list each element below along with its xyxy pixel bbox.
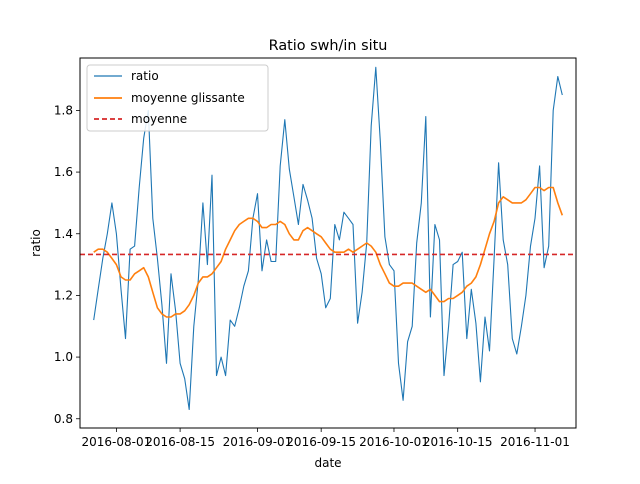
x-tick-label: 2016-10-15 xyxy=(423,435,493,449)
x-tick-label: 2016-11-01 xyxy=(500,435,570,449)
y-tick-label: 1.2 xyxy=(54,288,73,302)
x-tick-label: 2016-08-01 xyxy=(82,435,152,449)
y-tick-label: 1.4 xyxy=(54,227,73,241)
y-tick-label: 1.8 xyxy=(54,103,73,117)
legend-box xyxy=(86,64,269,132)
x-tick-label: 2016-09-01 xyxy=(223,435,293,449)
x-axis-label: date xyxy=(314,456,341,470)
y-tick-label: 0.8 xyxy=(54,412,73,426)
axes-frame xyxy=(79,57,577,429)
plot-layer xyxy=(80,66,576,411)
legend-ratio-label: ratio xyxy=(131,69,159,83)
x-tick-label: 2016-09-15 xyxy=(286,435,356,449)
y-tick-label: 1.6 xyxy=(54,165,73,179)
chart-title: Ratio swh/in situ xyxy=(269,38,388,54)
x-tick-label: 2016-08-15 xyxy=(145,435,215,449)
y-axis-label: ratio xyxy=(29,229,43,257)
y-axis: 0.8 1.0 1.2 1.4 1.6 1.8 xyxy=(54,103,80,426)
legend-mean-label: moyenne xyxy=(131,112,187,126)
series-ratio-line xyxy=(93,66,563,411)
legend-moving-average-label: moyenne glissante xyxy=(131,91,245,105)
series-moyenne-glissante-line xyxy=(93,186,564,318)
y-tick-label: 1.0 xyxy=(54,350,73,364)
x-tick-label: 2016-10-01 xyxy=(359,435,429,449)
legend: ratio moyenne glissante moyenne xyxy=(86,64,269,132)
